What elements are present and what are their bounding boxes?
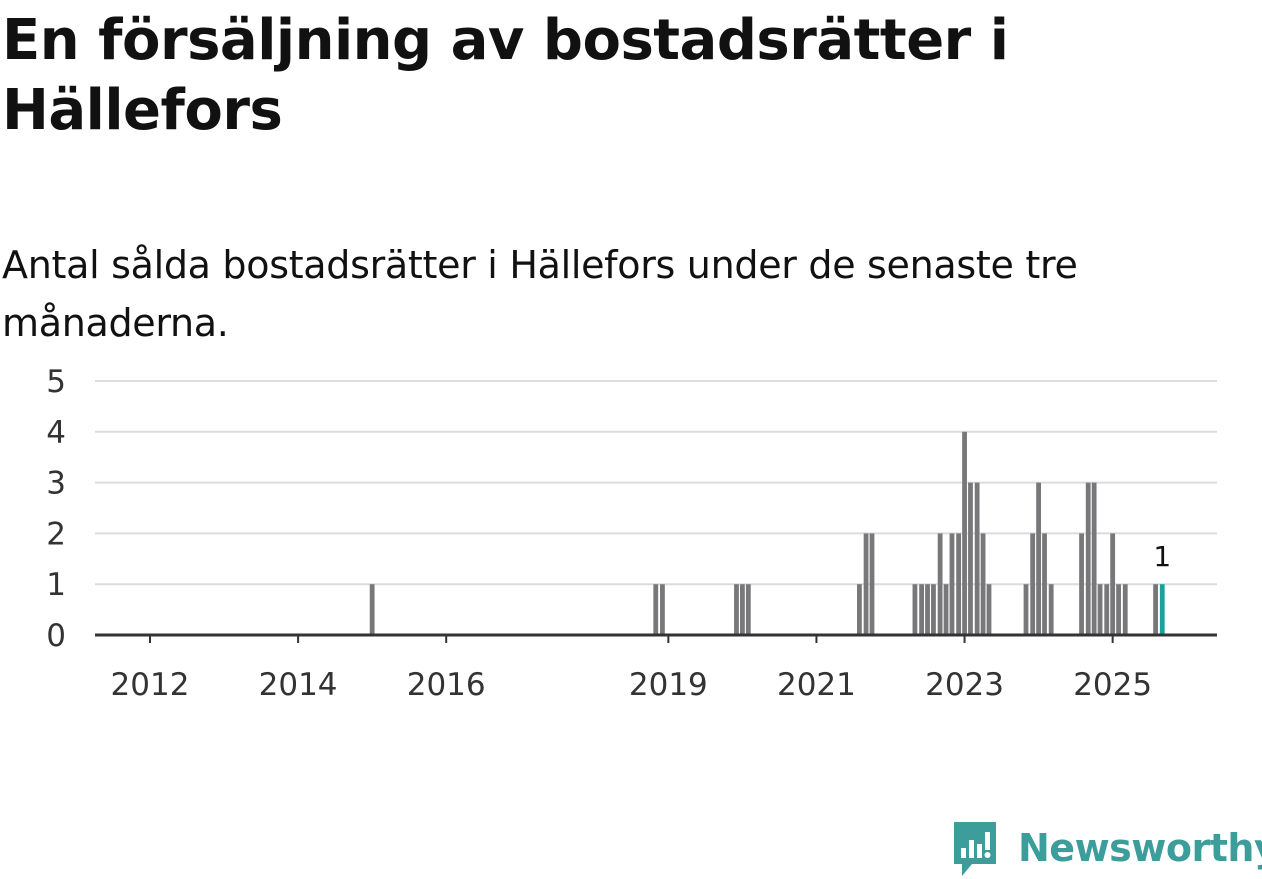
bar [660,584,665,635]
logo-bar-3 [977,844,982,858]
bar [1085,482,1091,635]
bar [980,533,986,635]
x-tick-label-2021: 2021 [777,667,856,703]
bar [1042,533,1047,635]
data-label-last-bar: 1 [1153,540,1171,573]
logo-bar-2 [969,840,974,858]
x-tick-label-2023: 2023 [925,667,1004,703]
x-tick-label-2012: 2012 [111,667,190,703]
y-tick-label-5: 5 [46,364,66,400]
bar [956,533,962,635]
newsworthy-logo-icon [954,822,996,876]
y-tick-label-2: 2 [46,516,66,552]
axis-layer [95,633,1217,643]
bar [856,584,862,635]
bar [931,584,936,635]
bar-highlight [1159,584,1165,635]
y-tick-label-4: 4 [46,415,66,451]
bar [1036,482,1041,635]
bar [974,482,980,635]
bar [1048,584,1054,635]
x-tick-label-2019: 2019 [629,667,708,703]
bar [949,533,955,635]
logo-bar-4 [985,832,990,850]
logo-bar-1 [961,848,966,858]
logo-dot [984,852,991,858]
labels-layer: 0 1 2 3 4 5 2012 2014 2016 2019 2021 2023 2025 1 [46,364,1171,703]
bar [734,584,739,635]
bar [962,431,967,635]
chart-title: En försäljning av bostadsrätter i Hällef… [2,8,1009,143]
bar [1153,584,1158,635]
newsworthy-logo-text: Newsworthy [1018,826,1262,870]
bar [1023,584,1029,635]
bar [1079,533,1084,635]
bar-chart: 0 1 2 3 4 5 2012 2014 2016 2019 2021 2023 2025 1 [46,364,1217,703]
bar [937,533,943,635]
y-tick-label-3: 3 [46,466,66,502]
bar [1116,584,1121,635]
bar [943,584,949,635]
newsworthy-logo: Newsworthy [950,818,1262,878]
x-tick-label-2016: 2016 [407,667,486,703]
bars-layer [369,431,1165,635]
bar [1091,482,1097,635]
bar [968,482,973,635]
bar [745,584,751,635]
bar [1104,584,1110,635]
y-tick-label-1: 1 [46,567,66,603]
bar [919,584,925,635]
bar [863,533,869,635]
bar [869,533,875,635]
x-tick-label-2025: 2025 [1073,667,1152,703]
bar [369,584,375,635]
bar [1097,584,1103,635]
bar [925,584,930,635]
bar [986,584,992,635]
bar [1030,533,1036,635]
x-tick-label-2014: 2014 [259,667,338,703]
bar [653,584,659,635]
grid-layer [95,380,1217,586]
chart-subtitle: Antal sålda bostadsrätter i Hällefors un… [2,243,1078,345]
bar [1122,584,1128,635]
bar [912,584,918,635]
y-tick-label-0: 0 [46,618,66,654]
bar [1110,533,1116,635]
bar [740,584,745,635]
